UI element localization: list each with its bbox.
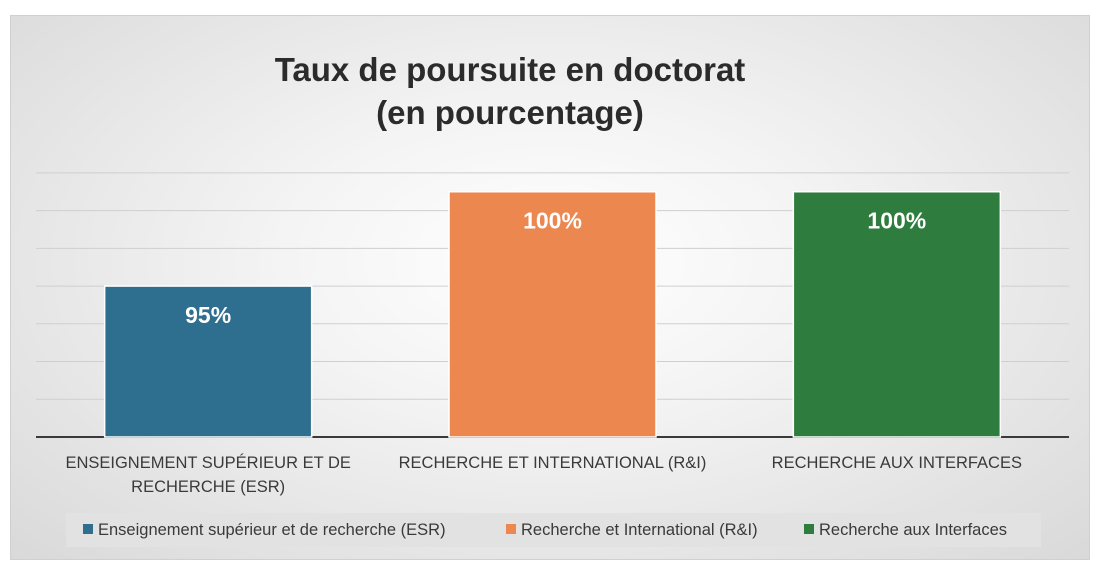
category-label-1-line-1: ENSEIGNEMENT SUPÉRIEUR ET DE bbox=[65, 453, 350, 472]
chart-title-line-1: Taux de poursuite en doctorat bbox=[275, 51, 746, 88]
legend-swatch-2 bbox=[506, 524, 516, 534]
legend-label-1: Enseignement supérieur et de recherche (… bbox=[98, 521, 446, 539]
legend-swatch-3 bbox=[804, 524, 814, 534]
category-labels: ENSEIGNEMENT SUPÉRIEUR ET DE RECHERCHE (E… bbox=[65, 453, 1022, 496]
legend-label-2: Recherche et International (R&I) bbox=[521, 521, 758, 539]
data-label-1: 95% bbox=[185, 302, 231, 328]
bar-chart: Taux de poursuite en doctorat (en pource… bbox=[36, 51, 1069, 547]
legend-label-3: Recherche aux Interfaces bbox=[819, 521, 1007, 539]
category-label-3: RECHERCHE AUX INTERFACES bbox=[772, 454, 1022, 472]
legend-swatch-1 bbox=[83, 524, 93, 534]
category-label-1-line-2: RECHERCHE (ESR) bbox=[131, 478, 285, 496]
bar-3 bbox=[792, 190, 1002, 438]
data-label-2: 100% bbox=[523, 208, 582, 234]
bar-2 bbox=[448, 190, 657, 438]
data-label-3: 100% bbox=[867, 208, 926, 234]
legend-background bbox=[66, 513, 1041, 547]
category-label-2: RECHERCHE ET INTERNATIONAL (R&I) bbox=[399, 454, 707, 472]
legend: Enseignement supérieur et de recherche (… bbox=[66, 513, 1041, 547]
chart-frame: Taux de poursuite en doctorat (en pource… bbox=[10, 15, 1090, 560]
bar-1 bbox=[103, 285, 313, 438]
chart-title-line-2: (en pourcentage) bbox=[376, 94, 644, 131]
bars: 95% 100% 100% bbox=[103, 190, 1002, 438]
